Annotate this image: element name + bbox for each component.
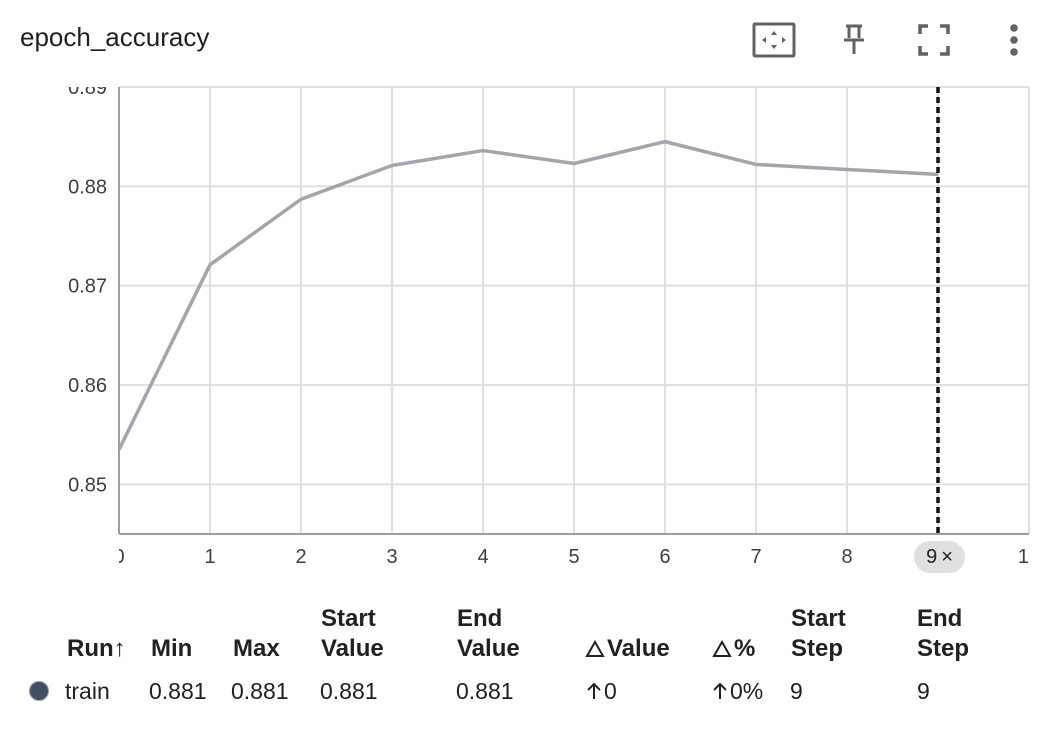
- fullscreen-button[interactable]: [912, 18, 956, 62]
- x-tick-label: 7: [750, 546, 761, 568]
- selected-step-label: 9: [926, 545, 938, 568]
- x-tick-label: 8: [841, 546, 852, 568]
- arrow-up-icon: [713, 682, 727, 699]
- y-tick-label: 0.87: [68, 276, 107, 298]
- run-color-swatch[interactable]: [29, 681, 49, 701]
- delta-icon: [712, 640, 732, 657]
- x-tick-label: 2: [295, 546, 306, 568]
- header-run[interactable]: Run↑: [67, 635, 126, 662]
- header-max[interactable]: Max: [233, 635, 280, 662]
- header-min[interactable]: Min: [151, 635, 193, 662]
- more-options-button[interactable]: [992, 18, 1036, 62]
- close-icon[interactable]: ×: [941, 545, 953, 568]
- cell-end-step: 9: [917, 678, 930, 704]
- selected-step-chip[interactable]: 9 ×: [914, 541, 965, 573]
- y-tick-label: 0.88: [68, 176, 107, 198]
- card-header: epoch_accuracy: [0, 0, 1050, 80]
- fit-domain-button[interactable]: [752, 18, 796, 62]
- cell-start-value: 0.881: [320, 678, 378, 704]
- chart-title: epoch_accuracy: [20, 22, 210, 52]
- series-line-train[interactable]: [119, 139, 939, 451]
- cell-min: 0.881: [149, 678, 207, 704]
- x-tick-label: 0: [113, 546, 124, 568]
- fullscreen-icon: [918, 24, 950, 56]
- header-start-value[interactable]: Start Value: [321, 605, 384, 662]
- cell-delta-value: 0: [586, 676, 617, 706]
- more-vert-icon: [1010, 24, 1018, 56]
- x-tick-label: 4: [477, 546, 488, 568]
- cell-max: 0.881: [231, 678, 289, 704]
- cell-end-value: 0.881: [456, 678, 514, 704]
- arrow-up-icon: [587, 682, 601, 699]
- x-tick-label: 10: [1018, 546, 1040, 568]
- delta-icon: [585, 640, 605, 657]
- cell-start-step: 9: [790, 678, 803, 704]
- header-delta-value[interactable]: Value: [585, 634, 670, 664]
- pin-button[interactable]: [832, 18, 876, 62]
- x-tick-label: 6: [659, 546, 670, 568]
- header-end-step[interactable]: End Step: [917, 605, 970, 662]
- header-end-value[interactable]: End Value: [457, 605, 520, 662]
- cell-run: train: [65, 678, 110, 704]
- y-tick-label: 0.89: [68, 80, 107, 99]
- y-tick-label: 0.85: [68, 474, 107, 496]
- sort-ascending-icon: ↑: [113, 635, 126, 662]
- x-tick-label: 5: [568, 546, 579, 568]
- cell-delta-percent: 0%: [712, 676, 763, 706]
- header-delta-percent[interactable]: %: [712, 634, 755, 664]
- line-chart[interactable]: 0.85 0.86 0.87 0.88 0.89 0 1 2 3 4 5 6 7 8 10: [0, 80, 1050, 585]
- x-tick-label: 1: [204, 546, 215, 568]
- run-data-table: [0, 600, 1050, 742]
- x-tick-label: 3: [386, 546, 397, 568]
- fit-domain-icon: [752, 22, 796, 58]
- pin-icon: [844, 24, 864, 54]
- y-tick-label: 0.86: [68, 375, 107, 397]
- header-start-step[interactable]: Start Step: [791, 605, 846, 662]
